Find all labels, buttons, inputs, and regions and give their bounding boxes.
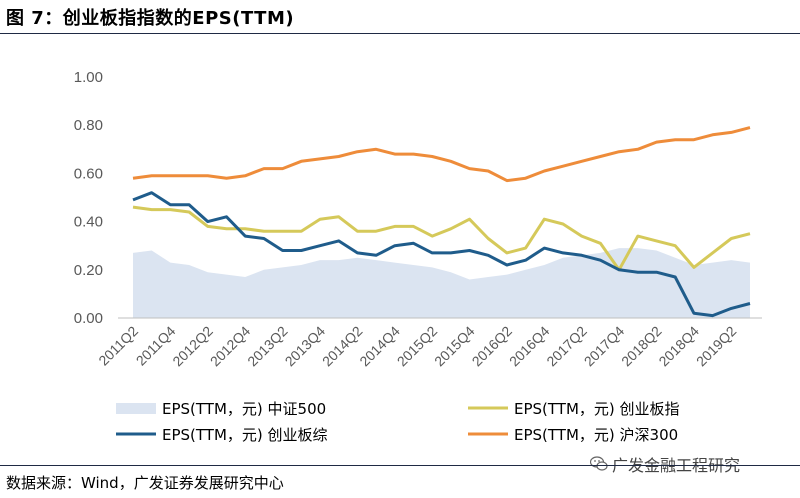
y-tick-label: 0.20: [74, 262, 103, 279]
x-tick-label: 2016Q4: [506, 323, 553, 370]
series-area-csi500: [133, 248, 750, 318]
x-tick-label: 2018Q4: [655, 323, 702, 370]
bottom-rule: [0, 465, 800, 466]
y-tick-label: 0.80: [74, 117, 103, 134]
legend-swatch-area: [116, 403, 156, 414]
y-tick-label: 0.40: [74, 214, 103, 231]
source-note: 数据来源：Wind，广发证券发展研究中心: [6, 474, 284, 492]
x-tick-label: 2014Q2: [319, 323, 366, 370]
watermark: 广发金融工程研究: [590, 452, 740, 476]
y-tick-label: 0.60: [74, 165, 103, 182]
x-tick-label: 2017Q2: [543, 323, 590, 370]
x-tick-label: 2017Q4: [581, 323, 628, 370]
series-line-chinext-composite: [132, 191, 751, 318]
x-tick-label: 2015Q4: [431, 323, 478, 370]
x-tick-label: 2019Q2: [693, 323, 740, 370]
chart-title: 图 7：创业板指指数的EPS(TTM): [6, 8, 295, 29]
x-tick-label: 2012Q4: [207, 323, 254, 370]
top-rule: [0, 33, 800, 34]
x-tick-label: 2011Q2: [95, 323, 141, 369]
legend-item-chinext-composite: EPS(TTM，元) 创业板综: [162, 426, 328, 444]
x-tick-label: 2013Q2: [244, 323, 291, 370]
legend-item-csi300: EPS(TTM，元) 沪深300: [514, 426, 678, 444]
x-tick-label: 2015Q2: [394, 323, 441, 370]
watermark-text: 广发金融工程研究: [612, 456, 741, 475]
y-tick-label: 1.00: [74, 69, 103, 86]
x-tick-label: 2013Q4: [282, 323, 329, 370]
eps-chart: 0.000.200.400.600.801.002011Q22011Q42012…: [74, 69, 762, 444]
x-tick-label: 2012Q2: [169, 323, 216, 370]
x-tick-label: 2016Q2: [469, 323, 516, 370]
series-line-csi300: [132, 126, 751, 183]
x-tick-label: 2018Q2: [618, 323, 665, 370]
y-tick-label: 0.00: [74, 310, 103, 327]
legend-item-chinext: EPS(TTM，元) 创业板指: [514, 400, 680, 418]
x-tick-label: 2014Q4: [356, 323, 403, 370]
series-line-chinext: [132, 205, 751, 272]
legend-item-csi500: EPS(TTM，元) 中证500: [162, 400, 326, 418]
wechat-icon: [590, 456, 608, 471]
